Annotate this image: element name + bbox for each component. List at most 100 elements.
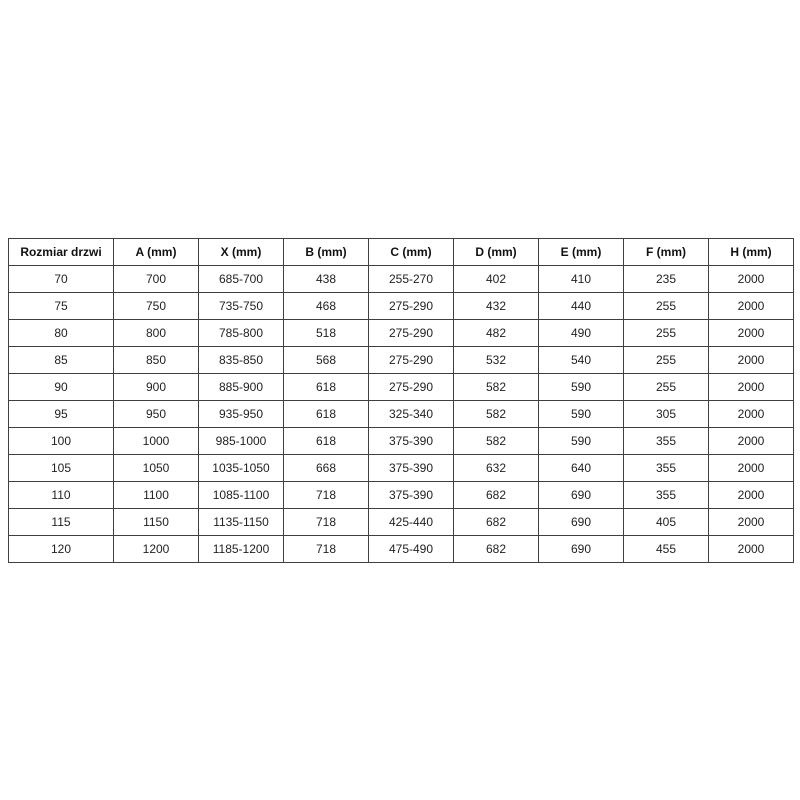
table-cell: 255 (623, 292, 709, 320)
table-row: 70 700 685-700 438 255-270 402 410 235 2000 (8, 265, 794, 293)
table-cell: 582 (453, 373, 539, 401)
table-cell: 1135-1150 (198, 508, 284, 536)
table-cell: 375-390 (368, 427, 454, 455)
table-cell: 2000 (708, 454, 794, 482)
table-cell: 305 (623, 400, 709, 428)
column-header: H (mm) (708, 238, 794, 266)
table-cell: 618 (283, 427, 369, 455)
table-cell: 275-290 (368, 292, 454, 320)
column-header: E (mm) (538, 238, 624, 266)
table-cell: 735-750 (198, 292, 284, 320)
table-cell: 985-1000 (198, 427, 284, 455)
table-row: 100 1000 985-1000 618 375-390 582 590 355 2000 (8, 427, 794, 455)
column-header: C (mm) (368, 238, 454, 266)
table-cell: 685-700 (198, 265, 284, 293)
table-cell: 110 (8, 481, 114, 509)
table-cell: 950 (113, 400, 199, 428)
door-size-table: Rozmiar drzwi A (mm) X (mm) B (mm) C (mm) D (… (8, 238, 794, 563)
table-cell: 402 (453, 265, 539, 293)
table-cell: 375-390 (368, 481, 454, 509)
table-cell: 2000 (708, 400, 794, 428)
table-cell: 682 (453, 508, 539, 536)
table-cell: 2000 (708, 373, 794, 401)
table-cell: 85 (8, 346, 114, 374)
table-cell: 432 (453, 292, 539, 320)
table-cell: 440 (538, 292, 624, 320)
table-cell: 255-270 (368, 265, 454, 293)
table-cell: 355 (623, 481, 709, 509)
table-cell: 668 (283, 454, 369, 482)
table-row: 90 900 885-900 618 275-290 582 590 255 2000 (8, 373, 794, 401)
table-cell: 410 (538, 265, 624, 293)
table-cell: 115 (8, 508, 114, 536)
table-cell: 682 (453, 481, 539, 509)
column-header: A (mm) (113, 238, 199, 266)
table-cell: 70 (8, 265, 114, 293)
column-header: F (mm) (623, 238, 709, 266)
table-cell: 1150 (113, 508, 199, 536)
table-cell: 582 (453, 427, 539, 455)
table-cell: 1085-1100 (198, 481, 284, 509)
table-cell: 750 (113, 292, 199, 320)
table-cell: 255 (623, 346, 709, 374)
table-cell: 718 (283, 481, 369, 509)
table-cell: 75 (8, 292, 114, 320)
table-cell: 482 (453, 319, 539, 347)
table-cell: 325-340 (368, 400, 454, 428)
table-cell: 618 (283, 400, 369, 428)
table-cell: 2000 (708, 346, 794, 374)
table-cell: 425-440 (368, 508, 454, 536)
table-cell: 100 (8, 427, 114, 455)
table-cell: 1200 (113, 535, 199, 563)
table-cell: 120 (8, 535, 114, 563)
table-row: 80 800 785-800 518 275-290 482 490 255 2000 (8, 319, 794, 347)
table-cell: 355 (623, 427, 709, 455)
table-cell: 405 (623, 508, 709, 536)
table-cell: 935-950 (198, 400, 284, 428)
table-cell: 80 (8, 319, 114, 347)
table-cell: 1035-1050 (198, 454, 284, 482)
table-row: 105 1050 1035-1050 668 375-390 632 640 355 2000 (8, 454, 794, 482)
table-row: 110 1100 1085-1100 718 375-390 682 690 355 2000 (8, 481, 794, 509)
table-cell: 640 (538, 454, 624, 482)
table-cell: 105 (8, 454, 114, 482)
table-cell: 275-290 (368, 319, 454, 347)
table-cell: 835-850 (198, 346, 284, 374)
table-cell: 1100 (113, 481, 199, 509)
table-cell: 375-390 (368, 454, 454, 482)
table-cell: 590 (538, 427, 624, 455)
column-header: D (mm) (453, 238, 539, 266)
table-cell: 518 (283, 319, 369, 347)
table-header: Rozmiar drzwi A (mm) X (mm) B (mm) C (mm) D (… (8, 238, 794, 266)
table-cell: 490 (538, 319, 624, 347)
table-cell: 718 (283, 508, 369, 536)
table-cell: 690 (538, 535, 624, 563)
table-cell: 690 (538, 508, 624, 536)
table-row: 115 1150 1135-1150 718 425-440 682 690 405 2000 (8, 508, 794, 536)
table-cell: 2000 (708, 292, 794, 320)
table-cell: 1000 (113, 427, 199, 455)
table-cell: 355 (623, 454, 709, 482)
table-cell: 2000 (708, 265, 794, 293)
table-cell: 700 (113, 265, 199, 293)
table-cell: 90 (8, 373, 114, 401)
table-cell: 235 (623, 265, 709, 293)
table-cell: 900 (113, 373, 199, 401)
table-row: 75 750 735-750 468 275-290 432 440 255 2000 (8, 292, 794, 320)
table-cell: 255 (623, 319, 709, 347)
table-cell: 532 (453, 346, 539, 374)
table-cell: 438 (283, 265, 369, 293)
table-cell: 785-800 (198, 319, 284, 347)
table-cell: 682 (453, 535, 539, 563)
table-body: 70 700 685-700 438 255-270 402 410 235 2000 75 750… (8, 265, 794, 563)
table-cell: 632 (453, 454, 539, 482)
table-cell: 618 (283, 373, 369, 401)
table-cell: 718 (283, 535, 369, 563)
table-row: 85 850 835-850 568 275-290 532 540 255 2000 (8, 346, 794, 374)
table-cell: 2000 (708, 535, 794, 563)
table-row: 95 950 935-950 618 325-340 582 590 305 2000 (8, 400, 794, 428)
table-cell: 690 (538, 481, 624, 509)
table-cell: 255 (623, 373, 709, 401)
table-cell: 885-900 (198, 373, 284, 401)
table-cell: 475-490 (368, 535, 454, 563)
